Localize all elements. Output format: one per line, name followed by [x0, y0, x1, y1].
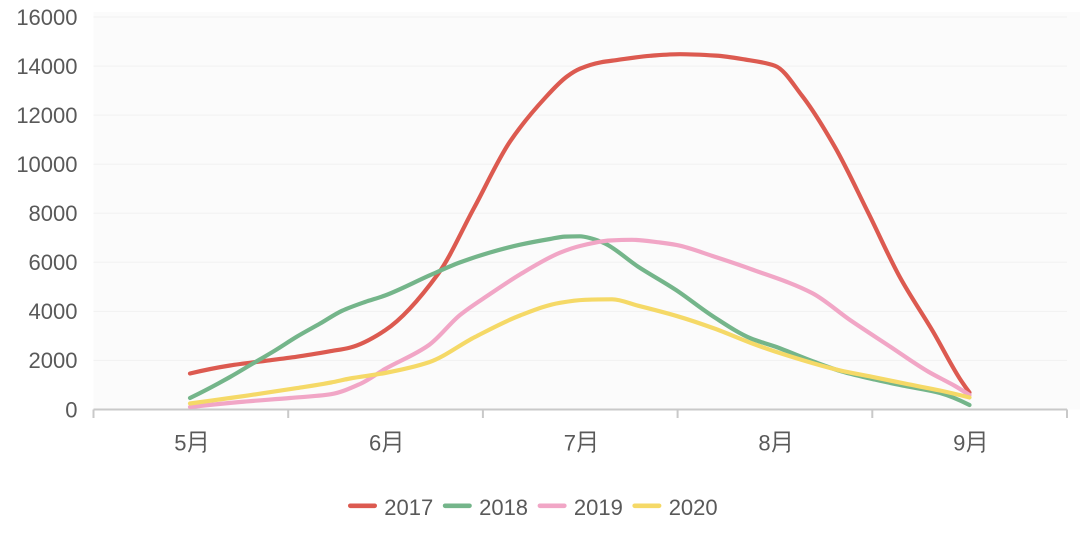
svg-text:6000: 6000 — [29, 250, 78, 275]
svg-text:0: 0 — [65, 397, 77, 422]
svg-text:7: 7 — [564, 430, 576, 455]
svg-text:12000: 12000 — [16, 103, 77, 128]
svg-text:2020: 2020 — [669, 495, 718, 520]
svg-text:2019: 2019 — [574, 495, 623, 520]
svg-text:2000: 2000 — [29, 348, 78, 373]
svg-text:2018: 2018 — [479, 495, 528, 520]
svg-text:10000: 10000 — [16, 152, 77, 177]
svg-text:14000: 14000 — [16, 54, 77, 79]
svg-text:6: 6 — [369, 430, 381, 455]
svg-text:2017: 2017 — [384, 495, 433, 520]
svg-text:9: 9 — [953, 430, 965, 455]
svg-text:16000: 16000 — [16, 5, 77, 30]
svg-text:5: 5 — [174, 430, 186, 455]
svg-text:8000: 8000 — [29, 201, 78, 226]
svg-text:4000: 4000 — [29, 299, 78, 324]
svg-text:8: 8 — [758, 430, 770, 455]
